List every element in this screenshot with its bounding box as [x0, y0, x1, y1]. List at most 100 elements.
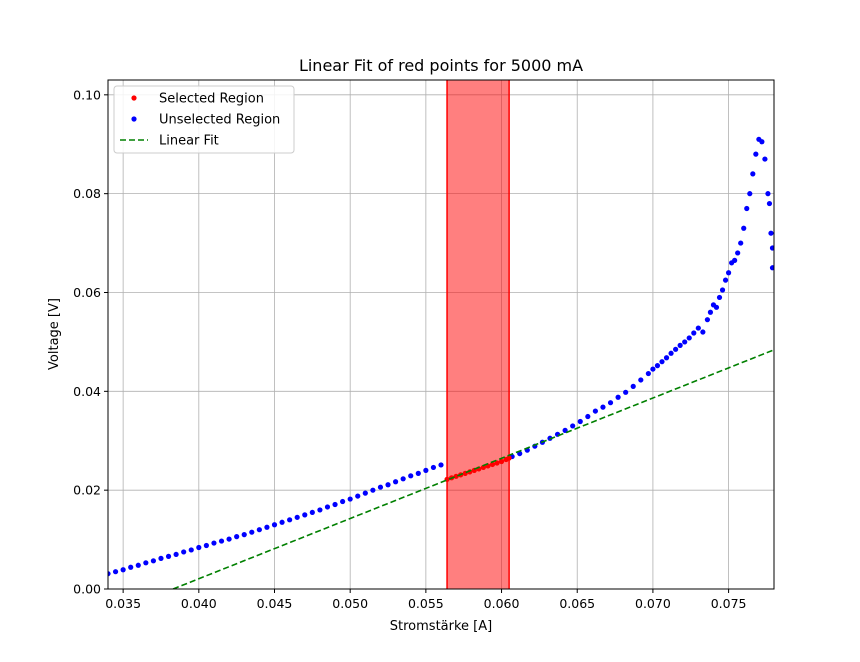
data-point — [271, 522, 278, 528]
x-tick-label: 0.075 — [711, 596, 747, 611]
selected-region-band — [447, 80, 510, 589]
data-point — [302, 512, 308, 518]
y-tick-label: 0.06 — [73, 285, 101, 300]
data-point — [682, 339, 688, 345]
data-point — [759, 139, 765, 145]
x-tick-label: 0.045 — [257, 596, 293, 611]
data-point — [738, 240, 744, 246]
x-tick-label: 0.050 — [332, 596, 368, 611]
data-point — [650, 366, 656, 372]
data-point — [400, 476, 406, 482]
data-point — [188, 547, 194, 553]
data-point — [769, 265, 774, 271]
data-point — [294, 514, 300, 520]
data-point — [769, 245, 774, 251]
data-point — [741, 225, 747, 231]
data-point — [732, 257, 738, 263]
data-point — [570, 423, 576, 429]
data-point — [362, 490, 368, 496]
data-point — [719, 287, 726, 293]
data-point — [630, 383, 636, 389]
data-point — [241, 532, 247, 538]
data-point — [355, 493, 361, 499]
data-point — [165, 553, 172, 559]
unselected-region-series — [108, 136, 774, 577]
data-point — [423, 467, 429, 473]
data-point — [766, 200, 773, 207]
data-point — [762, 156, 768, 162]
x-tick-label: 0.055 — [408, 596, 444, 611]
data-point — [753, 151, 759, 157]
data-point — [480, 464, 486, 471]
data-point — [196, 544, 202, 551]
data-point — [112, 569, 119, 575]
data-point — [691, 330, 697, 336]
data-point — [226, 536, 232, 542]
data-point — [385, 482, 391, 488]
data-point — [324, 504, 331, 510]
data-point — [713, 304, 720, 310]
data-point — [309, 509, 315, 516]
data-point — [150, 558, 157, 564]
data-point — [211, 540, 217, 546]
x-tick-label: 0.040 — [181, 596, 217, 611]
legend-marker — [131, 116, 137, 122]
legend-label: Selected Region — [159, 92, 264, 107]
data-point — [585, 413, 591, 420]
data-point — [249, 529, 255, 535]
data-point — [347, 496, 353, 502]
legend-marker — [131, 95, 137, 101]
x-tick-label: 0.070 — [635, 596, 671, 611]
data-point — [256, 527, 262, 533]
data-point — [716, 294, 723, 301]
data-point — [392, 479, 399, 485]
data-point — [287, 517, 293, 523]
data-point — [707, 309, 714, 315]
data-point — [317, 507, 323, 513]
y-tick-label: 0.00 — [73, 582, 101, 597]
data-point — [181, 549, 187, 555]
legend-box — [113, 85, 295, 154]
data-point — [494, 460, 500, 466]
data-point — [615, 394, 621, 400]
data-layer — [108, 80, 774, 589]
data-point — [768, 230, 774, 236]
data-point — [700, 329, 706, 335]
data-point — [695, 325, 701, 331]
data-point — [234, 534, 240, 540]
data-point — [415, 470, 421, 476]
data-point — [744, 205, 750, 212]
data-point — [128, 564, 134, 570]
data-point — [600, 404, 606, 410]
data-point — [663, 355, 670, 361]
x-tick-label: 0.060 — [484, 596, 520, 611]
data-point — [592, 408, 598, 414]
data-point — [430, 464, 437, 471]
y-tick-label: 0.08 — [73, 186, 101, 201]
data-point — [735, 250, 741, 256]
data-point — [438, 462, 444, 468]
data-point — [340, 498, 346, 505]
data-point — [218, 538, 225, 544]
x-tick-label: 0.035 — [105, 596, 141, 611]
data-point — [408, 473, 414, 479]
data-point — [332, 501, 338, 508]
data-point — [659, 359, 665, 365]
data-point — [108, 571, 111, 577]
data-point — [645, 370, 651, 377]
y-tick-label: 0.10 — [73, 87, 101, 102]
grid-lines — [108, 80, 774, 590]
y-axis-label: Voltage [V] — [47, 298, 62, 370]
axes-frame — [107, 79, 775, 590]
data-point — [135, 562, 141, 568]
legend: Selected Region Unselected Region Linear F… — [113, 85, 295, 154]
data-point — [370, 487, 376, 493]
data-point — [120, 567, 126, 573]
data-point — [722, 277, 729, 283]
data-point — [554, 431, 561, 437]
data-point — [143, 560, 149, 566]
data-point — [279, 519, 285, 525]
chart-title: Linear Fit of red points for 5000 mA — [299, 56, 583, 75]
